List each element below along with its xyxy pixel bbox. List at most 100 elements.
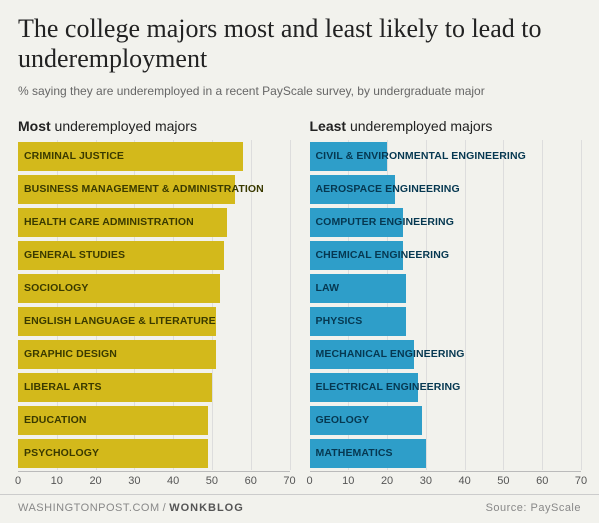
bar-label: ELECTRICAL ENGINEERING <box>316 381 461 393</box>
axis-tick: 20 <box>381 475 393 487</box>
bar-label: LAW <box>316 282 340 294</box>
bar-label: CIVIL & ENVIRONMENTAL ENGINEERING <box>316 150 526 162</box>
bar-row: CIVIL & ENVIRONMENTAL ENGINEERING <box>310 140 582 173</box>
x-axis: 010203040506070 <box>310 471 582 493</box>
bar-label: GEOLOGY <box>316 414 370 426</box>
bar-row: EDUCATION <box>18 404 290 437</box>
chart-subtitle: % saying they are underemployed in a rec… <box>18 84 581 98</box>
footer-sep: / <box>163 502 167 514</box>
bars-wrap: CRIMINAL JUSTICE BUSINESS MANAGEMENT & AD… <box>18 140 290 470</box>
axis-tick: 50 <box>497 475 509 487</box>
chart-title: The college majors most and least likely… <box>18 14 581 74</box>
bar: PSYCHOLOGY <box>18 439 208 468</box>
bar-label: PSYCHOLOGY <box>24 447 99 459</box>
column-heading: Least underemployed majors <box>310 118 582 134</box>
axis-tick: 30 <box>420 475 432 487</box>
bar-row: GRAPHIC DESIGN <box>18 338 290 371</box>
axis-tick: 10 <box>51 475 63 487</box>
bar: HEALTH CARE ADMINISTRATION <box>18 208 227 237</box>
axis-tick: 60 <box>245 475 257 487</box>
bar-label: GENERAL STUDIES <box>24 249 125 261</box>
bars-wrap: CIVIL & ENVIRONMENTAL ENGINEERING AEROSPA… <box>310 140 582 470</box>
bar-label: CRIMINAL JUSTICE <box>24 150 124 162</box>
bar-label: GRAPHIC DESIGN <box>24 348 117 360</box>
bar-label: ENGLISH LANGUAGE & LITERATURE <box>24 315 216 327</box>
footer-left: WASHINGTONPOST.COM / WONKBLOG <box>18 502 244 514</box>
bar-row: BUSINESS MANAGEMENT & ADMINISTRATION <box>18 173 290 206</box>
bar: MATHEMATICS <box>310 439 426 468</box>
bar-label: COMPUTER ENGINEERING <box>316 216 455 228</box>
heading-rest: underemployed majors <box>346 118 492 134</box>
bar-row: COMPUTER ENGINEERING <box>310 206 582 239</box>
bar-label: SOCIOLOGY <box>24 282 89 294</box>
gridline <box>290 140 291 470</box>
bar: CIVIL & ENVIRONMENTAL ENGINEERING <box>310 142 388 171</box>
bar: SOCIOLOGY <box>18 274 220 303</box>
x-axis: 010203040506070 <box>18 471 290 493</box>
bar-row: CRIMINAL JUSTICE <box>18 140 290 173</box>
bar: BUSINESS MANAGEMENT & ADMINISTRATION <box>18 175 235 204</box>
bar-row: ENGLISH LANGUAGE & LITERATURE <box>18 305 290 338</box>
gridline <box>581 140 582 470</box>
footer: WASHINGTONPOST.COM / WONKBLOG Source: Pa… <box>0 494 599 523</box>
bar-row: LAW <box>310 272 582 305</box>
bar: LAW <box>310 274 407 303</box>
bar-label: MECHANICAL ENGINEERING <box>316 348 465 360</box>
axis-tick: 0 <box>306 475 312 487</box>
column-heading: Most underemployed majors <box>18 118 290 134</box>
bar-label: EDUCATION <box>24 414 87 426</box>
axis-tick: 50 <box>206 475 218 487</box>
bar-row: CHEMICAL ENGINEERING <box>310 239 582 272</box>
bar: EDUCATION <box>18 406 208 435</box>
footer-source: Source: PayScale <box>486 502 581 514</box>
axis-tick: 40 <box>459 475 471 487</box>
axis-tick: 30 <box>128 475 140 487</box>
bar-row: MATHEMATICS <box>310 437 582 470</box>
axis-tick: 10 <box>342 475 354 487</box>
bar: GRAPHIC DESIGN <box>18 340 216 369</box>
bar-row: MECHANICAL ENGINEERING <box>310 338 582 371</box>
bar: GEOLOGY <box>310 406 422 435</box>
bar: ELECTRICAL ENGINEERING <box>310 373 419 402</box>
bar-row: LIBERAL ARTS <box>18 371 290 404</box>
bar-label: LIBERAL ARTS <box>24 381 102 393</box>
bar-row: HEALTH CARE ADMINISTRATION <box>18 206 290 239</box>
bars: CIVIL & ENVIRONMENTAL ENGINEERING AEROSPA… <box>310 140 582 470</box>
bar-label: MATHEMATICS <box>316 447 393 459</box>
bar-row: AEROSPACE ENGINEERING <box>310 173 582 206</box>
bar-label: BUSINESS MANAGEMENT & ADMINISTRATION <box>24 183 264 195</box>
bar-row: PSYCHOLOGY <box>18 437 290 470</box>
axis-tick: 70 <box>575 475 587 487</box>
bar: CRIMINAL JUSTICE <box>18 142 243 171</box>
axis-tick: 70 <box>283 475 295 487</box>
chart-container: The college majors most and least likely… <box>0 0 599 493</box>
bar-row: GEOLOGY <box>310 404 582 437</box>
axis-tick: 60 <box>536 475 548 487</box>
charts-row: Most underemployed majors CRIMINAL JUSTIC… <box>18 118 581 493</box>
heading-bold: Most <box>18 118 51 134</box>
axis-tick: 0 <box>15 475 21 487</box>
heading-rest: underemployed majors <box>51 118 197 134</box>
bar: AEROSPACE ENGINEERING <box>310 175 395 204</box>
bar-label: AEROSPACE ENGINEERING <box>316 183 460 195</box>
bar-row: PHYSICS <box>310 305 582 338</box>
bar: MECHANICAL ENGINEERING <box>310 340 415 369</box>
axis-tick: 20 <box>89 475 101 487</box>
bar: LIBERAL ARTS <box>18 373 212 402</box>
least-column: Least underemployed majors CIVIL & ENVIRO… <box>310 118 582 493</box>
bar: CHEMICAL ENGINEERING <box>310 241 403 270</box>
bar: COMPUTER ENGINEERING <box>310 208 403 237</box>
bar-row: ELECTRICAL ENGINEERING <box>310 371 582 404</box>
bar-row: SOCIOLOGY <box>18 272 290 305</box>
bar-label: PHYSICS <box>316 315 363 327</box>
bar: PHYSICS <box>310 307 407 336</box>
bar: ENGLISH LANGUAGE & LITERATURE <box>18 307 216 336</box>
most-column: Most underemployed majors CRIMINAL JUSTIC… <box>18 118 290 493</box>
footer-blog: WONKBLOG <box>169 502 244 514</box>
axis-tick: 40 <box>167 475 179 487</box>
heading-bold: Least <box>310 118 347 134</box>
bar-label: CHEMICAL ENGINEERING <box>316 249 450 261</box>
bar-label: HEALTH CARE ADMINISTRATION <box>24 216 194 228</box>
bar-row: GENERAL STUDIES <box>18 239 290 272</box>
footer-brand: WASHINGTONPOST.COM <box>18 502 160 514</box>
